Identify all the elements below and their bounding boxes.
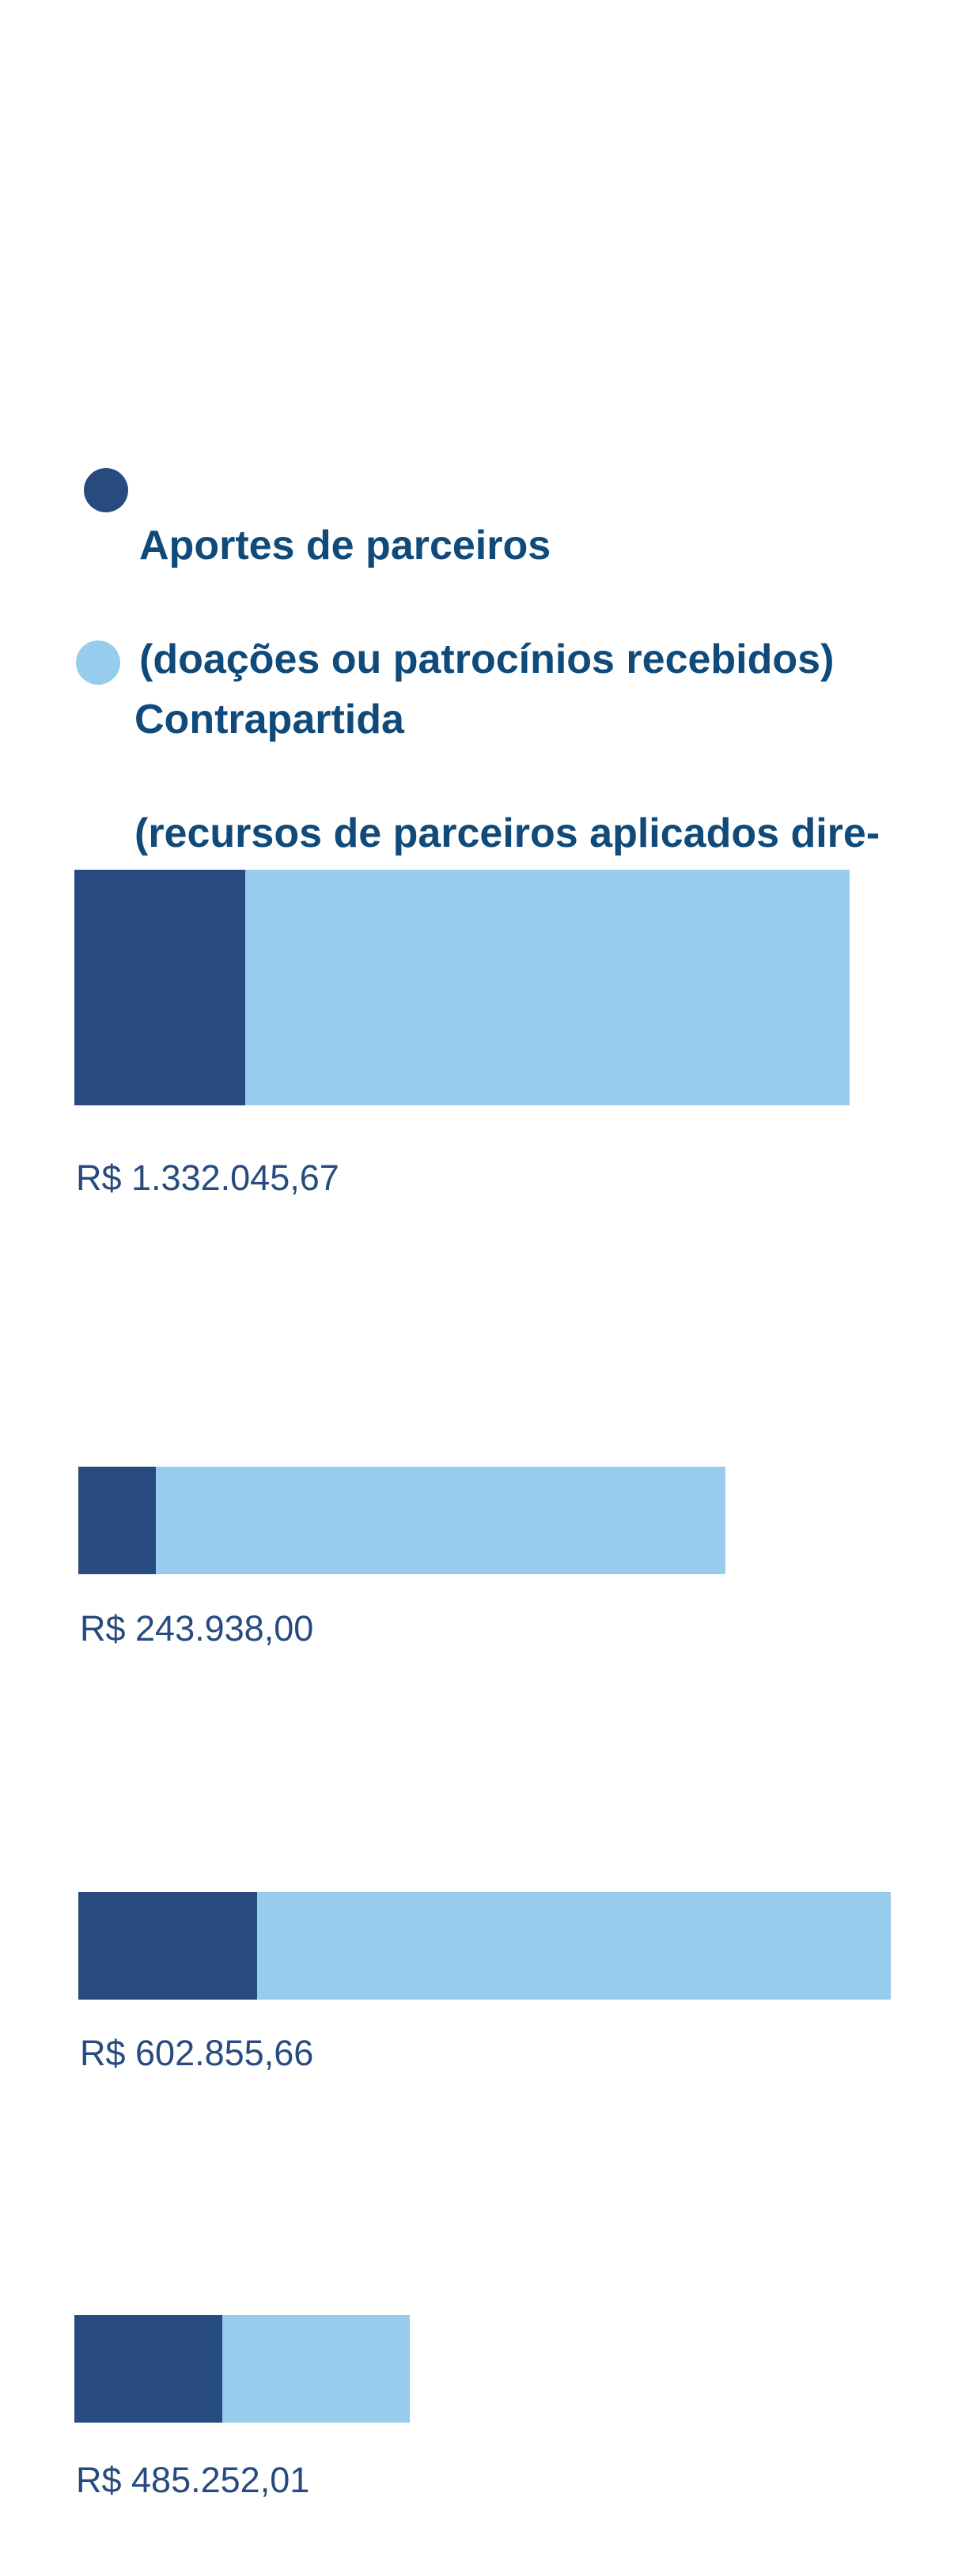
bar-group-4: R$ 485.252,01: [74, 2315, 410, 2500]
legend-label-aportes-line2: (doações ou patrocínios recebidos): [139, 636, 835, 682]
bar-segment-aportes-3: [78, 1892, 257, 2000]
bar-total-label-2: R$ 243.938,00: [80, 1608, 313, 1649]
bar-segment-aportes-4: [74, 2315, 222, 2423]
bar-segment-contrapartida-2: [156, 1467, 725, 1574]
bar-total-label-3: R$ 602.855,66: [80, 2033, 313, 2073]
bar-segment-aportes-1: [74, 870, 245, 1105]
bar-group-3: R$ 602.855,66: [78, 1892, 891, 2073]
bar-segment-aportes-2: [78, 1467, 156, 1574]
bar-group-1: R$ 1.332.045,67: [74, 870, 850, 1198]
bar-total-label-1: R$ 1.332.045,67: [76, 1158, 339, 1198]
bar-total-label-4: R$ 485.252,01: [76, 2460, 309, 2500]
bar-segment-contrapartida-4: [222, 2315, 410, 2423]
legend-label-aportes-line1: Aportes de parceiros: [139, 523, 551, 568]
legend-swatch-contrapartida: [76, 640, 120, 685]
bar-group-2: R$ 243.938,00: [78, 1467, 725, 1649]
bar-segment-contrapartida-1: [245, 870, 850, 1105]
legend-label-contrapartida-line1: Contrapartida: [134, 697, 404, 742]
legend-swatch-aportes: [84, 468, 128, 512]
legend-label-aportes: Aportes de parceiros (doações ou patrocí…: [139, 460, 834, 688]
bar-segment-contrapartida-3: [257, 1892, 891, 2000]
